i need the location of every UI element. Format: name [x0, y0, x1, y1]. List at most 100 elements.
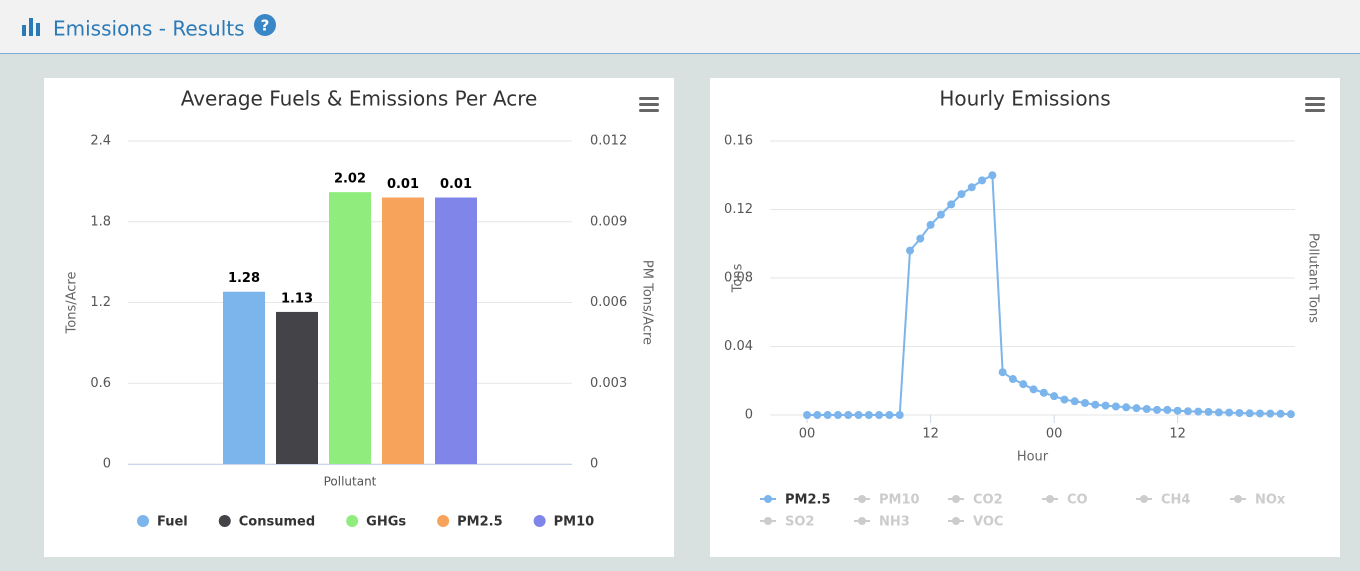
- point: [1029, 385, 1038, 394]
- y-tick-label: 2.4: [90, 134, 111, 149]
- x-tick-label: Pollutant: [324, 475, 377, 489]
- legend-label[interactable]: CO: [1067, 493, 1088, 508]
- legend-symbol[interactable]: [764, 495, 772, 503]
- point: [833, 411, 842, 419]
- point: [813, 411, 822, 419]
- legend-symbol[interactable]: [218, 515, 231, 527]
- point: [1091, 400, 1100, 409]
- x-tick-label: 12: [1169, 427, 1186, 442]
- y-tick-label: 0.08: [724, 271, 753, 286]
- y2-tick-label: 0.003: [590, 376, 627, 391]
- chart-panel: [710, 78, 1340, 557]
- y-tick-label: 0.04: [724, 339, 753, 354]
- legend-label[interactable]: PM2.5: [785, 493, 831, 508]
- legend-label[interactable]: PM10: [554, 515, 595, 530]
- legend-label[interactable]: CH4: [1161, 493, 1190, 508]
- point: [1235, 408, 1244, 417]
- help-icon[interactable]: ?: [261, 17, 270, 35]
- y2-tick-label: 0.009: [590, 214, 627, 229]
- point: [1060, 395, 1069, 404]
- point: [1153, 405, 1162, 414]
- chart-title: Average Fuels & Emissions Per Acre: [181, 87, 538, 111]
- point: [1081, 399, 1089, 408]
- point: [1266, 409, 1275, 418]
- legend-symbol[interactable]: [1046, 495, 1054, 503]
- point: [1101, 401, 1110, 410]
- point: [906, 246, 914, 255]
- legend-label[interactable]: PM2.5: [457, 515, 503, 530]
- x-tick-label: 00: [1046, 427, 1063, 442]
- point: [1204, 407, 1213, 416]
- menu-button[interactable]: [1305, 97, 1325, 112]
- y-axis-title: Tons/Acre: [65, 272, 80, 335]
- legend-symbol[interactable]: [346, 515, 359, 527]
- point: [1286, 410, 1295, 419]
- point: [1111, 402, 1120, 411]
- x-axis-title: Hour: [1017, 450, 1049, 465]
- point: [1142, 405, 1151, 414]
- point: [1019, 380, 1028, 389]
- legend-symbol[interactable]: [533, 515, 546, 527]
- point: [1039, 388, 1048, 397]
- legend-label[interactable]: CO2: [973, 493, 1003, 508]
- point: [947, 200, 956, 209]
- point: [916, 234, 925, 243]
- page-title: Emissions - Results: [53, 17, 245, 41]
- point: [844, 411, 853, 419]
- y-tick-label: 0.6: [90, 376, 111, 391]
- point: [988, 171, 997, 180]
- point: [978, 176, 987, 185]
- legend-symbol[interactable]: [858, 495, 866, 503]
- x-tick-label: 00: [799, 427, 816, 442]
- chart-icon: [22, 18, 40, 36]
- legend-label[interactable]: NH3: [879, 515, 910, 530]
- point: [1194, 407, 1203, 416]
- y-tick-label: 0.16: [724, 134, 753, 149]
- legend-symbol[interactable]: [1234, 495, 1242, 503]
- point: [1070, 397, 1079, 406]
- legend-label[interactable]: SO2: [785, 515, 814, 530]
- point: [998, 368, 1007, 377]
- legend-symbol[interactable]: [137, 515, 149, 527]
- point: [1183, 407, 1192, 416]
- legend-label[interactable]: NOx: [1255, 493, 1286, 508]
- legend-label[interactable]: Fuel: [157, 515, 188, 530]
- legend-symbol[interactable]: [1140, 495, 1148, 503]
- point: [864, 411, 873, 419]
- chart-title: Hourly Emissions: [939, 87, 1110, 111]
- menu-button[interactable]: [639, 97, 659, 112]
- legend-symbol[interactable]: [764, 517, 772, 525]
- y2-tick-label: 0.012: [590, 134, 627, 149]
- y-axis-title: Tons: [731, 263, 746, 293]
- legend-label[interactable]: Consumed: [239, 515, 315, 530]
- legend-label[interactable]: VOC: [973, 515, 1003, 530]
- legend-symbol[interactable]: [952, 517, 960, 525]
- legend-symbol[interactable]: [952, 495, 960, 503]
- help-button[interactable]: [254, 14, 276, 36]
- point: [1163, 405, 1172, 414]
- data-label: 1.13: [281, 291, 313, 306]
- data-label: 2.02: [334, 172, 366, 187]
- y-tick-label: 1.2: [90, 295, 111, 310]
- legend-label[interactable]: PM10: [879, 493, 920, 508]
- point: [875, 411, 884, 419]
- point: [936, 210, 945, 219]
- legend-symbol[interactable]: [437, 515, 450, 527]
- legend-label[interactable]: GHGs: [366, 515, 406, 530]
- y-tick-label: 0.12: [724, 202, 753, 217]
- point: [803, 411, 812, 419]
- point: [895, 411, 904, 419]
- point: [926, 220, 935, 229]
- header-bar: [0, 0, 1360, 53]
- y2-tick-label: 0.006: [590, 295, 627, 310]
- bar: [435, 197, 477, 464]
- point: [1008, 375, 1017, 384]
- x-tick-label: 12: [922, 427, 939, 442]
- y2-axis-title: PM Tons/Acre: [640, 260, 655, 345]
- bar: [329, 192, 371, 464]
- data-label: 0.01: [440, 177, 472, 192]
- legend-symbol[interactable]: [858, 517, 866, 525]
- point: [1245, 409, 1254, 418]
